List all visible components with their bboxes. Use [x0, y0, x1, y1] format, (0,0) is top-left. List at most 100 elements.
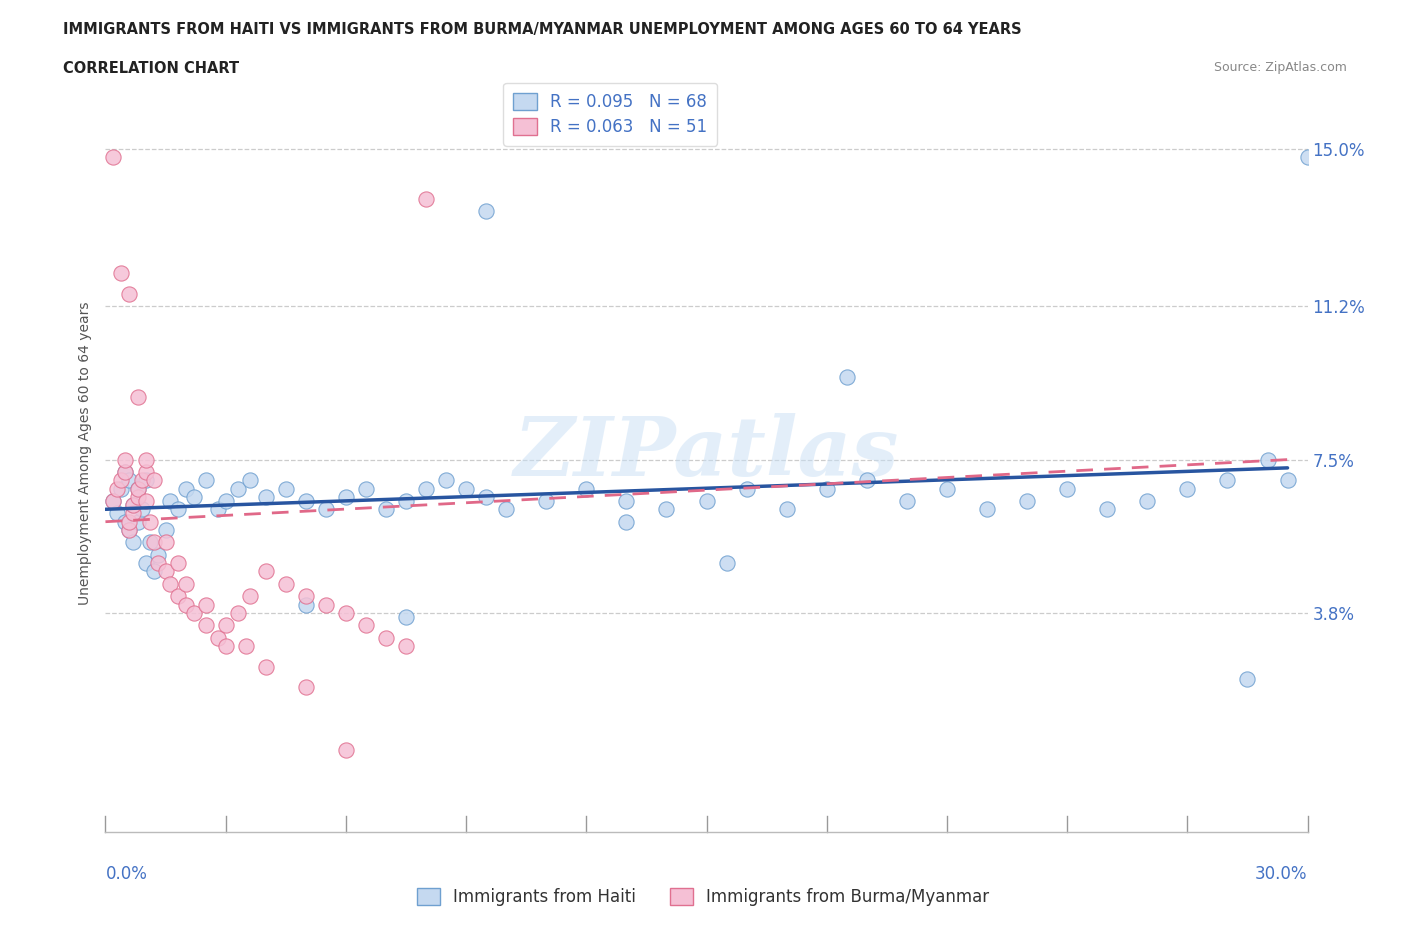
Point: [1097, 502, 1119, 517]
Point: [214, 618, 236, 632]
Point: [475, 489, 498, 504]
Point: [1136, 494, 1159, 509]
Legend: R = 0.095   N = 68, R = 0.063   N = 51: R = 0.095 N = 68, R = 0.063 N = 51: [503, 83, 717, 146]
Point: [114, 465, 136, 480]
Point: [254, 659, 277, 674]
Text: CORRELATION CHART: CORRELATION CHART: [63, 61, 239, 76]
Text: 0.0%: 0.0%: [105, 866, 148, 884]
Point: [127, 489, 149, 504]
Point: [135, 472, 157, 487]
Point: [454, 481, 477, 496]
Point: [122, 506, 145, 521]
Point: [495, 502, 517, 517]
Point: [103, 494, 125, 509]
Point: [295, 597, 318, 612]
Point: [1277, 472, 1299, 487]
Point: [142, 564, 165, 578]
Point: [107, 506, 129, 521]
Point: [335, 742, 357, 757]
Point: [226, 605, 249, 620]
Point: [127, 514, 149, 529]
Point: [354, 481, 377, 496]
Point: [174, 597, 197, 612]
Point: [1056, 481, 1078, 496]
Point: [142, 472, 165, 487]
Point: [118, 523, 141, 538]
Point: [776, 502, 799, 517]
Point: [207, 631, 229, 645]
Point: [735, 481, 758, 496]
Point: [655, 502, 678, 517]
Point: [434, 472, 457, 487]
Point: [155, 523, 177, 538]
Point: [194, 472, 217, 487]
Point: [1257, 452, 1279, 467]
Point: [118, 523, 141, 538]
Point: [335, 605, 357, 620]
Point: [135, 494, 157, 509]
Point: [159, 494, 181, 509]
Point: [131, 472, 153, 487]
Point: [127, 481, 149, 496]
Point: [146, 556, 169, 571]
Point: [295, 680, 318, 695]
Point: [183, 605, 205, 620]
Point: [254, 564, 277, 578]
Point: [1216, 472, 1239, 487]
Point: [1177, 481, 1199, 496]
Point: [135, 556, 157, 571]
Point: [118, 472, 141, 487]
Point: [174, 577, 197, 591]
Point: [114, 452, 136, 467]
Point: [122, 535, 145, 550]
Point: [274, 577, 297, 591]
Point: [254, 489, 277, 504]
Point: [183, 489, 205, 504]
Point: [138, 514, 160, 529]
Y-axis label: Unemployment Among Ages 60 to 64 years: Unemployment Among Ages 60 to 64 years: [77, 301, 91, 605]
Point: [896, 494, 918, 509]
Point: [315, 502, 337, 517]
Point: [239, 472, 262, 487]
Point: [114, 465, 136, 480]
Point: [131, 502, 153, 517]
Legend: Immigrants from Haiti, Immigrants from Burma/Myanmar: Immigrants from Haiti, Immigrants from B…: [411, 881, 995, 912]
Point: [138, 535, 160, 550]
Point: [103, 494, 125, 509]
Point: [315, 597, 337, 612]
Point: [166, 589, 188, 604]
Point: [295, 494, 318, 509]
Point: [114, 514, 136, 529]
Point: [103, 150, 125, 165]
Text: IMMIGRANTS FROM HAITI VS IMMIGRANTS FROM BURMA/MYANMAR UNEMPLOYMENT AMONG AGES 6: IMMIGRANTS FROM HAITI VS IMMIGRANTS FROM…: [63, 22, 1022, 37]
Point: [110, 472, 132, 487]
Point: [1017, 494, 1039, 509]
Point: [415, 192, 437, 206]
Point: [616, 514, 638, 529]
Text: ZIPatlas: ZIPatlas: [513, 413, 900, 494]
Point: [374, 502, 398, 517]
Point: [855, 472, 877, 487]
Point: [146, 548, 169, 563]
Point: [575, 481, 598, 496]
Point: [1236, 671, 1258, 686]
Point: [135, 465, 157, 480]
Point: [235, 639, 257, 654]
Point: [354, 618, 377, 632]
Point: [127, 390, 149, 405]
Point: [110, 266, 132, 281]
Point: [194, 597, 217, 612]
Point: [976, 502, 998, 517]
Point: [135, 452, 157, 467]
Point: [335, 489, 357, 504]
Point: [159, 577, 181, 591]
Point: [475, 204, 498, 219]
Point: [122, 498, 145, 512]
Point: [395, 494, 418, 509]
Point: [815, 481, 838, 496]
Point: [395, 639, 418, 654]
Point: [118, 286, 141, 301]
Point: [166, 556, 188, 571]
Point: [110, 481, 132, 496]
Point: [395, 609, 418, 624]
